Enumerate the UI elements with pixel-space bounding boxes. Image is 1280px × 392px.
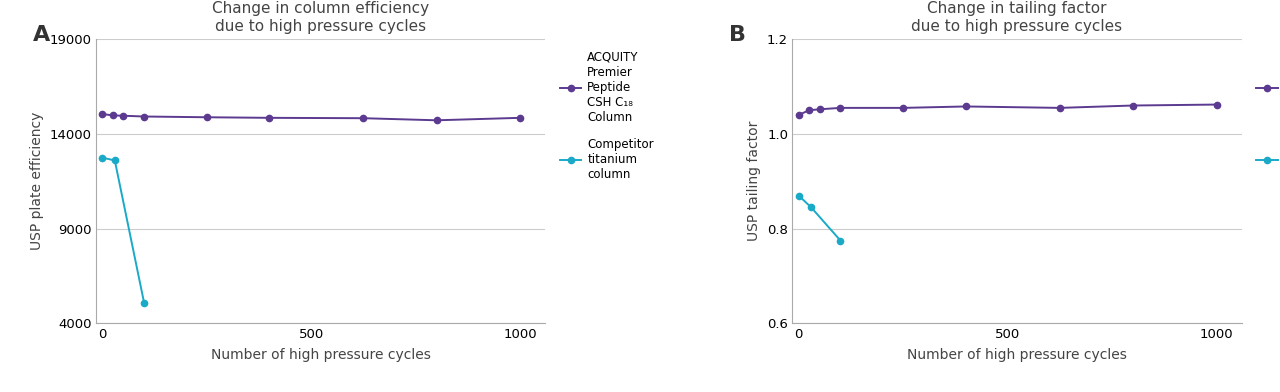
Y-axis label: USP tailing factor: USP tailing factor: [748, 121, 762, 241]
ACQUITY
Premier
Peptide
CSH C₁₈
Column: [429, 118, 444, 123]
ACQUITY
Premier
Peptide
CSH C₁₈
Column: [137, 114, 152, 119]
Line: ACQUITY
Premier
Peptide
CSH C₁₈
Column: ACQUITY Premier Peptide CSH C₁₈ Column: [99, 111, 524, 123]
Competitor
titanium
column: [791, 193, 806, 198]
ACQUITY
Premier
Peptide
CSH C₁₈
Column: [1052, 105, 1068, 110]
ACQUITY
Premier
Peptide
CSH C₁₈
Column: [896, 105, 911, 110]
Competitor
titanium
column: [137, 300, 152, 305]
Text: B: B: [730, 25, 746, 45]
Competitor
titanium
column: [108, 158, 123, 163]
Title: Change in column efficiency
due to high pressure cycles: Change in column efficiency due to high …: [212, 2, 429, 34]
ACQUITY
Premier
Peptide
CSH C₁₈
Column: [261, 116, 276, 120]
ACQUITY
Premier
Peptide
CSH C₁₈
Column: [959, 104, 974, 109]
Legend: ACQUITY
Premier
Peptide
CSH C₁₈
Column, Competitor
titanium
column: ACQUITY Premier Peptide CSH C₁₈ Column, …: [561, 51, 654, 181]
Competitor
titanium
column: [95, 155, 110, 160]
ACQUITY
Premier
Peptide
CSH C₁₈
Column: [95, 112, 110, 116]
ACQUITY
Premier
Peptide
CSH C₁₈
Column: [512, 116, 527, 120]
ACQUITY
Premier
Peptide
CSH C₁₈
Column: [833, 105, 849, 110]
Line: Competitor
titanium
column: Competitor titanium column: [99, 154, 147, 306]
ACQUITY
Premier
Peptide
CSH C₁₈
Column: [791, 113, 806, 117]
Line: ACQUITY
Premier
Peptide
CSH C₁₈
Column: ACQUITY Premier Peptide CSH C₁₈ Column: [795, 102, 1220, 118]
Text: A: A: [33, 25, 50, 45]
Y-axis label: USP plate efficiency: USP plate efficiency: [31, 112, 45, 250]
X-axis label: Number of high pressure cycles: Number of high pressure cycles: [211, 348, 430, 361]
ACQUITY
Premier
Peptide
CSH C₁₈
Column: [356, 116, 371, 121]
Competitor
titanium
column: [804, 205, 819, 210]
Competitor
titanium
column: [833, 238, 849, 243]
ACQUITY
Premier
Peptide
CSH C₁₈
Column: [812, 107, 827, 112]
ACQUITY
Premier
Peptide
CSH C₁₈
Column: [1125, 103, 1140, 108]
ACQUITY
Premier
Peptide
CSH C₁₈
Column: [200, 115, 215, 120]
Line: Competitor
titanium
column: Competitor titanium column: [795, 192, 844, 244]
ACQUITY
Premier
Peptide
CSH C₁₈
Column: [1208, 102, 1224, 107]
Title: Change in tailing factor
due to high pressure cycles: Change in tailing factor due to high pre…: [911, 2, 1123, 34]
ACQUITY
Premier
Peptide
CSH C₁₈
Column: [115, 113, 131, 118]
X-axis label: Number of high pressure cycles: Number of high pressure cycles: [908, 348, 1126, 361]
ACQUITY
Premier
Peptide
CSH C₁₈
Column: [801, 108, 817, 113]
ACQUITY
Premier
Peptide
CSH C₁₈
Column: [105, 113, 120, 118]
Legend: ACQUITY
Premier
Peptide
CSH C₁₈
Column, Competitor
titanium
column: ACQUITY Premier Peptide CSH C₁₈ Column, …: [1257, 51, 1280, 181]
